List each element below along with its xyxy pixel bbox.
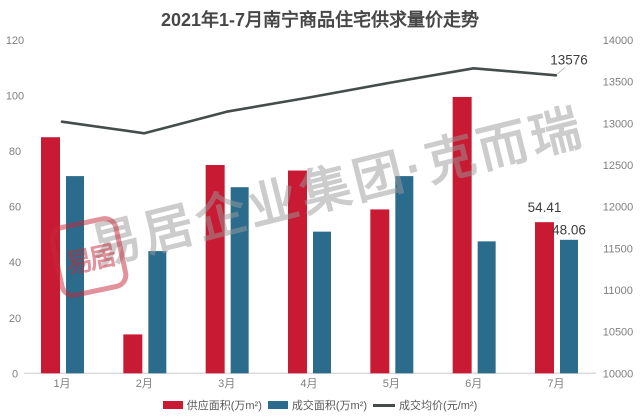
price-line (60, 67, 558, 135)
bar-supply-4月 (287, 170, 307, 374)
x-axis-label: 3月 (218, 378, 235, 390)
y-axis-right-tick-label: 10500 (603, 327, 634, 339)
data-label-transaction: 48.06 (552, 222, 586, 237)
x-axis-label: 7月 (547, 378, 564, 390)
y-axis-right-tick-label: 14000 (603, 35, 634, 47)
x-axis-label: 6月 (465, 378, 482, 390)
legend-label-supply: 供应面积(万m²) (186, 400, 262, 412)
legend-swatch-supply-icon (162, 401, 183, 409)
bar-transaction-1月 (66, 176, 84, 374)
bar-transaction-4月 (312, 231, 331, 374)
x-axis-label: 2月 (136, 378, 153, 390)
bar-supply-7月 (534, 222, 554, 374)
y-axis-right-tick-label: 13500 (603, 77, 634, 89)
bar-transaction-7月 (559, 239, 578, 374)
y-axis-left-tick-label: 100 (6, 91, 24, 103)
y-axis-left-tick-label: 40 (9, 257, 21, 269)
x-axis-label: 1月 (53, 378, 70, 390)
y-axis-left-tick-label: 120 (6, 35, 24, 47)
y-axis-right-tick-label: 11000 (603, 285, 633, 297)
y-axis-right-tick-label: 12000 (603, 202, 634, 214)
chart-title: 2021年1-7月南宁商品住宅供求量价走势 (160, 10, 480, 30)
y-axis-right-tick-label: 13000 (603, 118, 634, 130)
y-axis-left-tick-label: 20 (9, 313, 21, 325)
data-label-supply: 54.41 (528, 200, 562, 215)
y-axis-left-tick-label: 80 (9, 146, 21, 158)
legend: 供应面积(万m²) 成交面积(万m²) 成交均价(元/m²) (0, 397, 640, 413)
bar-supply-5月 (370, 209, 390, 374)
bar-transaction-3月 (230, 187, 249, 374)
legend-item-price: 成交均价(元/m²) (373, 397, 477, 413)
legend-label-price: 成交均价(元/m²) (399, 400, 478, 412)
legend-swatch-price-line-icon (373, 403, 396, 407)
data-label-price: 13576 (550, 52, 588, 67)
bar-transaction-6月 (477, 241, 496, 374)
legend-item-transaction: 成交面积(万m²) (267, 397, 368, 413)
x-axis-label: 5月 (383, 378, 400, 390)
data-label-connector (557, 66, 566, 75)
y-axis-left-tick-label: 0 (12, 368, 18, 380)
bar-supply-3月 (205, 164, 225, 374)
bar-supply-6月 (452, 96, 472, 374)
x-axis-label: 4月 (300, 378, 317, 390)
y-axis-right-tick-label: 11500 (603, 243, 633, 255)
bar-supply-2月 (123, 334, 143, 374)
bar-supply-1月 (41, 137, 60, 374)
legend-label-transaction: 成交面积(万m²) (291, 400, 368, 412)
y-axis-right-tick-label: 12500 (603, 160, 634, 172)
legend-item-supply: 供应面积(万m²) (162, 397, 262, 413)
legend-swatch-transaction-icon (267, 401, 288, 409)
bar-transaction-5月 (395, 176, 414, 374)
y-axis-left-tick-label: 60 (9, 202, 21, 214)
bar-transaction-2月 (148, 251, 167, 374)
y-axis-right-tick-label: 10000 (603, 368, 634, 380)
